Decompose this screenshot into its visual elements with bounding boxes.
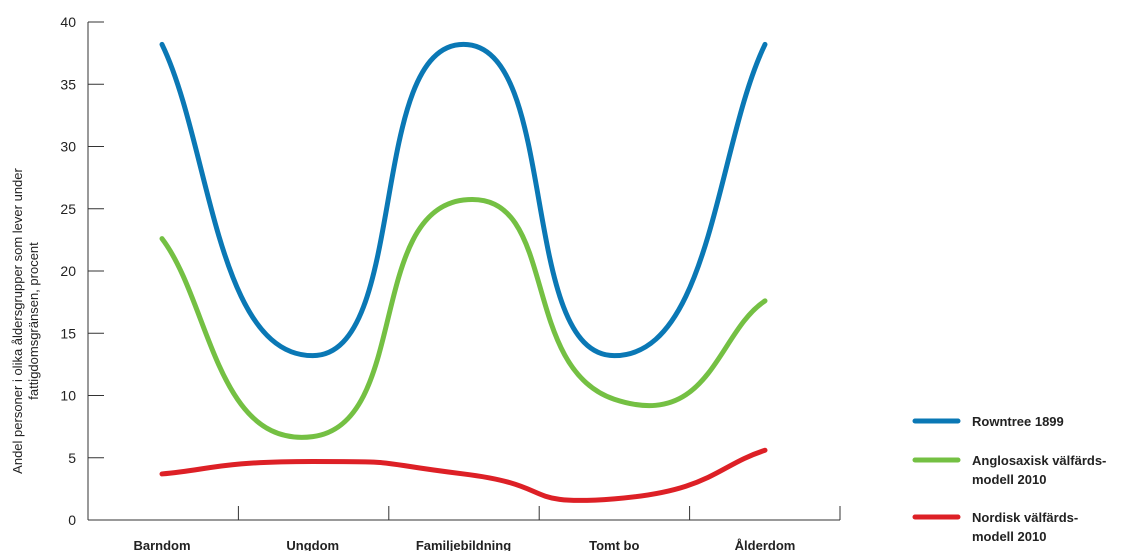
legend: Rowntree 1899 Anglosaxisk välfärds-modell… — [912, 414, 1106, 544]
legend-label: Rowntree 1899 — [972, 414, 1064, 429]
y-tick-label: 20 — [60, 263, 76, 279]
y-axis-label: Andel personer i olika åldersgrupper som… — [10, 168, 41, 474]
legend-label: modell 2010 — [972, 472, 1046, 487]
axes: 0 5 10 15 20 25 30 35 40 Barndom Ungdom Familjebild… — [60, 14, 841, 551]
y-tick-label: 35 — [60, 76, 76, 92]
legend-label: Anglosaxisk välfärds- — [972, 453, 1106, 468]
x-tick-label: Ungdom — [286, 538, 339, 551]
y-axis-title-line: Andel personer i olika åldersgrupper som… — [10, 168, 25, 474]
legend-label: Nordisk välfärds- — [972, 510, 1078, 525]
x-tick-label: Tomt bo — [589, 538, 639, 551]
series-line-1 — [159, 41, 768, 359]
series-lines — [159, 41, 768, 503]
x-tick-label: Familjebildning — [416, 538, 511, 551]
y-tick-label: 25 — [60, 201, 76, 217]
y-tick-label: 10 — [60, 388, 76, 404]
y-tick-label: 15 — [60, 325, 76, 341]
series-line-2 — [159, 197, 768, 440]
legend-label: modell 2010 — [972, 529, 1046, 544]
y-axis-title-line: fattigdomsgränsen, procent — [26, 242, 41, 400]
x-tick-label: Ålderdom — [735, 538, 796, 551]
x-tick-label: Barndom — [133, 538, 190, 551]
y-tick-label: 5 — [68, 450, 76, 466]
y-tick-label: 40 — [60, 14, 76, 30]
y-tick-label: 0 — [68, 512, 76, 528]
y-tick-label: 30 — [60, 139, 76, 155]
series-line-3 — [159, 447, 768, 503]
